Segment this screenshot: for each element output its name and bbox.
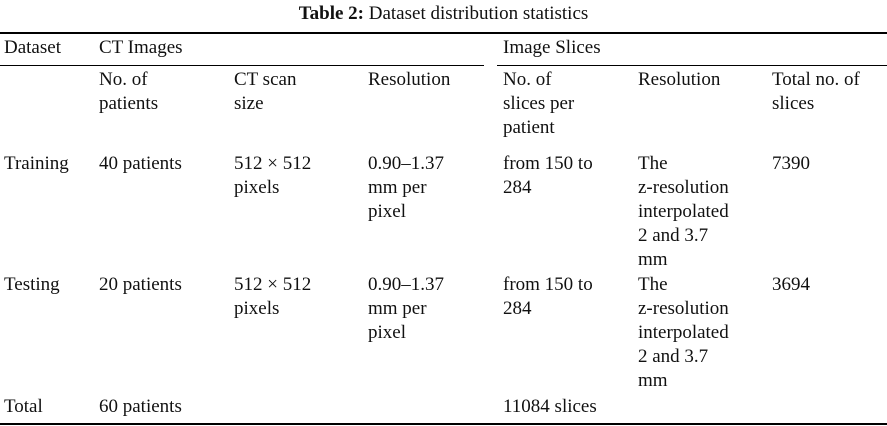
cell-line: pixel <box>368 322 406 343</box>
cell-line: 20 patients <box>99 274 182 295</box>
cell-line: slices <box>772 93 815 114</box>
row-testing-slice-resolution: The z-resolution interpolated 2 and 3.7 mm <box>638 273 729 393</box>
cell-line: 2 and 3.7 <box>638 225 709 246</box>
cell-line: from 150 to <box>503 153 593 174</box>
bottom-rule <box>0 423 887 425</box>
cell-line: 284 <box>503 298 532 319</box>
cell-line: z-resolution <box>638 177 729 198</box>
cell-line: pixels <box>234 298 280 319</box>
row-training-total-slices: 7390 <box>772 152 810 176</box>
header-total-slices: Total no. of slices <box>772 68 860 116</box>
cell-line: 512 × 512 <box>234 274 312 295</box>
cell-line: 7390 <box>772 153 810 174</box>
row-training-patients: 40 patients <box>99 152 182 176</box>
cell-line: mm per <box>368 298 427 319</box>
row-testing-patients: 20 patients <box>99 273 182 297</box>
cell-line: interpolated <box>638 201 729 222</box>
row-total-patients: 60 patients <box>99 396 182 417</box>
ct-images-underline <box>0 65 484 66</box>
cell-line: CT scan <box>234 69 297 90</box>
cell-line: Testing <box>4 274 60 295</box>
cell-line: mm per <box>368 177 427 198</box>
cell-line: No. of <box>99 69 148 90</box>
row-testing-total-slices: 3694 <box>772 273 810 297</box>
header-slices-per-patient: No. of slices per patient <box>503 68 574 140</box>
row-training-slices-per-patient: from 150 to 284 <box>503 152 593 200</box>
row-training-ct-resolution: 0.90–1.37 mm per pixel <box>368 152 444 224</box>
cell-line: 512 × 512 <box>234 153 312 174</box>
cell-line: No. of <box>503 69 552 90</box>
cell-line: 40 patients <box>99 153 182 174</box>
cell-line: 0.90–1.37 <box>368 274 444 295</box>
top-rule <box>0 32 887 34</box>
cell-line: pixels <box>234 177 280 198</box>
cell-line: mm <box>638 249 668 270</box>
header-dataset: Dataset <box>4 37 61 58</box>
table-caption: Table 2: Dataset distribution statistics <box>0 2 887 26</box>
image-slices-underline <box>497 65 887 66</box>
cell-line: Total no. of <box>772 69 860 90</box>
row-testing-ct-resolution: 0.90–1.37 mm per pixel <box>368 273 444 345</box>
row-total-dataset: Total <box>4 396 43 417</box>
table-caption-text: Dataset distribution statistics <box>368 3 589 24</box>
cell-line: 284 <box>503 177 532 198</box>
header-patients: No. of patients <box>99 68 158 116</box>
cell-line: from 150 to <box>503 274 593 295</box>
row-testing-dataset: Testing <box>4 273 60 297</box>
cell-line: 2 and 3.7 <box>638 346 709 367</box>
row-training-slice-resolution: The z-resolution interpolated 2 and 3.7 mm <box>638 152 729 272</box>
cell-line: 3694 <box>772 274 810 295</box>
cell-line: interpolated <box>638 322 729 343</box>
cell-line: The <box>638 274 668 295</box>
table-caption-label: Table 2: <box>298 3 364 24</box>
cell-line: z-resolution <box>638 298 729 319</box>
header-scan-size: CT scan size <box>234 68 296 116</box>
cell-line: size <box>234 93 264 114</box>
cell-line: Training <box>4 153 69 174</box>
row-total-slices: 11084 slices <box>503 396 597 417</box>
header-slice-resolution: Resolution <box>638 68 720 92</box>
header-ct-resolution: Resolution <box>368 68 450 92</box>
header-ct-images: CT Images <box>99 37 183 58</box>
cell-line: Resolution <box>638 69 721 90</box>
cell-line: Resolution <box>368 69 451 90</box>
row-training-dataset: Training <box>4 152 69 176</box>
cell-line: patient <box>503 117 555 138</box>
cell-line: pixel <box>368 201 406 222</box>
row-testing-slices-per-patient: from 150 to 284 <box>503 273 593 321</box>
cell-line: patients <box>99 93 159 114</box>
cell-line: The <box>638 153 668 174</box>
row-testing-scan-size: 512 × 512 pixels <box>234 273 311 321</box>
cell-line: slices per <box>503 93 575 114</box>
cell-line: mm <box>638 370 668 391</box>
row-training-scan-size: 512 × 512 pixels <box>234 152 311 200</box>
cell-line: 0.90–1.37 <box>368 153 444 174</box>
header-image-slices: Image Slices <box>503 37 601 58</box>
